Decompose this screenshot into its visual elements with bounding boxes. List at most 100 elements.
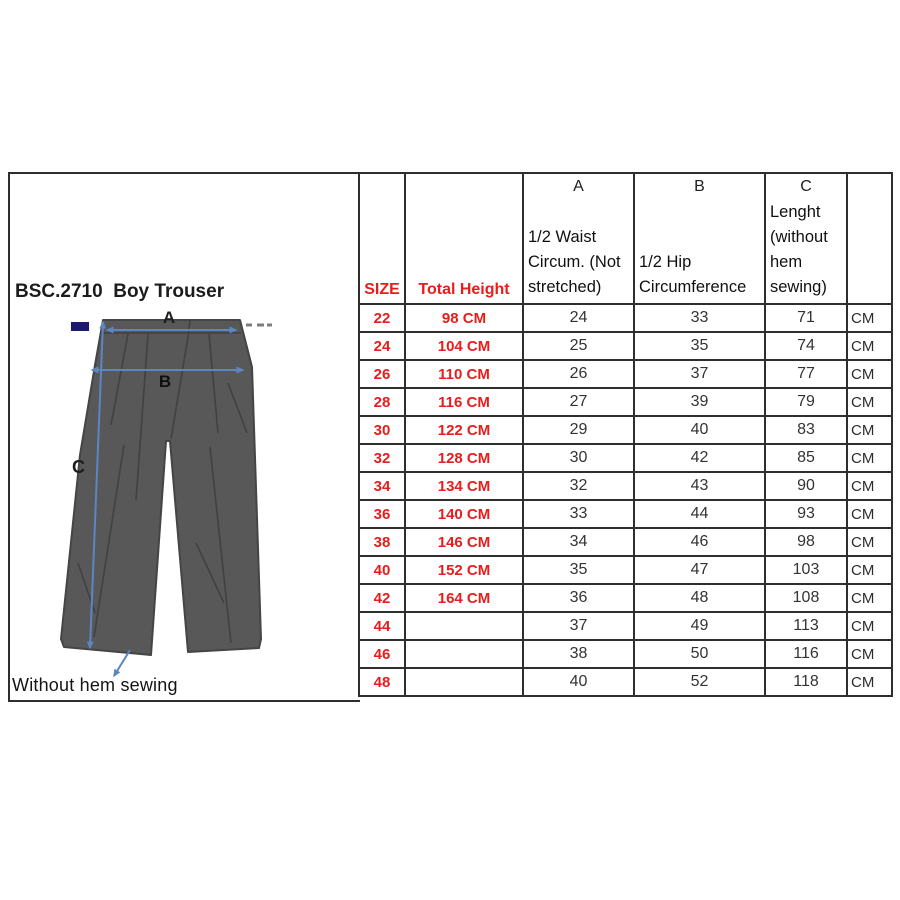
hem-note: Without hem sewing [12, 675, 178, 695]
table-cell-total_height: 164 CM [404, 583, 524, 613]
table-cell-size: 22 [358, 303, 406, 333]
table-cell-c: 108 [764, 583, 848, 613]
table-row: 22 98 CM 24 33 71 CM [358, 303, 893, 333]
header-col-a: A 1/2 Waist Circum. (Not stretched) [522, 172, 635, 305]
table-cell-c: 79 [764, 387, 848, 417]
table-cell-size: 42 [358, 583, 406, 613]
table-cell-a: 40 [522, 667, 635, 697]
table-row: 28 116 CM 27 39 79 CM [358, 387, 893, 417]
table-cell-c: 116 [764, 639, 848, 669]
table-cell-total_height [404, 639, 524, 669]
table-cell-unit: CM [846, 303, 893, 333]
table-cell-unit: CM [846, 387, 893, 417]
table-cell-b: 42 [633, 443, 766, 473]
table-cell-c: 83 [764, 415, 848, 445]
table-row: 46 38 50 116 CM [358, 639, 893, 669]
table-cell-c: 103 [764, 555, 848, 585]
header-col-b: B 1/2 Hip Circumference [633, 172, 766, 305]
table-cell-unit: CM [846, 639, 893, 669]
table-cell-b: 49 [633, 611, 766, 641]
table-row: 36 140 CM 33 44 93 CM [358, 499, 893, 529]
fabric-swatch [71, 322, 89, 331]
table-cell-a: 33 [522, 499, 635, 529]
table-cell-b: 37 [633, 359, 766, 389]
table-cell-size: 26 [358, 359, 406, 389]
table-cell-c: 98 [764, 527, 848, 557]
trouser-diagram: A B C [60, 308, 272, 678]
table-cell-b: 40 [633, 415, 766, 445]
table-cell-c: 118 [764, 667, 848, 697]
table-cell-total_height: 140 CM [404, 499, 524, 529]
table-cell-unit: CM [846, 359, 893, 389]
table-cell-total_height: 134 CM [404, 471, 524, 501]
table-cell-unit: CM [846, 443, 893, 473]
table-cell-total_height: 104 CM [404, 331, 524, 361]
table-cell-b: 43 [633, 471, 766, 501]
table-cell-size: 34 [358, 471, 406, 501]
table-row: 44 37 49 113 CM [358, 611, 893, 641]
table-cell-a: 25 [522, 331, 635, 361]
table-cell-size: 28 [358, 387, 406, 417]
header-unit [846, 172, 893, 305]
table-cell-size: 24 [358, 331, 406, 361]
table-cell-a: 38 [522, 639, 635, 669]
table-cell-size: 46 [358, 639, 406, 669]
header-size: SIZE [358, 172, 406, 305]
label-B: B [159, 372, 171, 391]
table-row: 40 152 CM 35 47 103 CM [358, 555, 893, 585]
table-cell-size: 40 [358, 555, 406, 585]
label-C: C [72, 457, 85, 477]
table-row: 24 104 CM 25 35 74 CM [358, 331, 893, 361]
size-table: SIZE Total Height A 1/2 Waist Circum. (N… [358, 172, 893, 697]
table-cell-total_height: 146 CM [404, 527, 524, 557]
header-row: SIZE Total Height A 1/2 Waist Circum. (N… [358, 172, 893, 305]
table-cell-unit: CM [846, 471, 893, 501]
table-cell-total_height [404, 611, 524, 641]
table-row: 48 40 52 118 CM [358, 667, 893, 697]
page-title: BSC.2710 Boy Trouser [15, 281, 225, 302]
table-cell-b: 33 [633, 303, 766, 333]
size-chart-document: BSC.2710 Boy Trouser [8, 172, 893, 702]
table-cell-unit: CM [846, 331, 893, 361]
illustration-panel: BSC.2710 Boy Trouser [8, 172, 360, 702]
table-cell-size: 32 [358, 443, 406, 473]
table-cell-a: 26 [522, 359, 635, 389]
hem-pointer-arrow [113, 649, 131, 678]
table-cell-unit: CM [846, 611, 893, 641]
table-cell-unit: CM [846, 415, 893, 445]
table-cell-a: 32 [522, 471, 635, 501]
table-cell-b: 50 [633, 639, 766, 669]
table-cell-size: 44 [358, 611, 406, 641]
table-row: 38 146 CM 34 46 98 CM [358, 527, 893, 557]
table-cell-total_height [404, 667, 524, 697]
table-cell-size: 36 [358, 499, 406, 529]
table-cell-b: 39 [633, 387, 766, 417]
table-row: 32 128 CM 30 42 85 CM [358, 443, 893, 473]
table-cell-size: 48 [358, 667, 406, 697]
table-cell-unit: CM [846, 527, 893, 557]
table-row: 26 110 CM 26 37 77 CM [358, 359, 893, 389]
table-cell-c: 71 [764, 303, 848, 333]
table-cell-unit: CM [846, 499, 893, 529]
table-cell-b: 48 [633, 583, 766, 613]
size-table-body: 22 98 CM 24 33 71 CM 24 104 CM 25 35 74 CM 26 110 CM 2… [358, 303, 893, 697]
table-cell-a: 30 [522, 443, 635, 473]
table-cell-b: 35 [633, 331, 766, 361]
table-cell-unit: CM [846, 667, 893, 697]
table-cell-unit: CM [846, 555, 893, 585]
header-total-height: Total Height [404, 172, 524, 305]
length-line-C [86, 320, 107, 650]
table-cell-a: 29 [522, 415, 635, 445]
table-cell-a: 35 [522, 555, 635, 585]
table-cell-b: 47 [633, 555, 766, 585]
measurement-arrows [86, 320, 245, 678]
table-cell-total_height: 128 CM [404, 443, 524, 473]
table-cell-c: 90 [764, 471, 848, 501]
table-cell-size: 38 [358, 527, 406, 557]
table-cell-c: 93 [764, 499, 848, 529]
table-cell-a: 36 [522, 583, 635, 613]
table-cell-total_height: 116 CM [404, 387, 524, 417]
table-cell-c: 113 [764, 611, 848, 641]
table-cell-c: 77 [764, 359, 848, 389]
table-cell-c: 85 [764, 443, 848, 473]
